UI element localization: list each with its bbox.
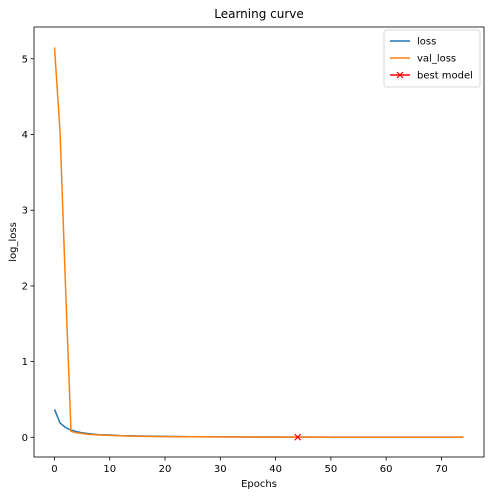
legend-box [383, 29, 481, 88]
y-tick-label: 0 [22, 433, 28, 444]
legend-label: best model [417, 71, 473, 82]
legend-item-val-loss: val_loss [390, 54, 456, 65]
y-tick-label: 4 [22, 130, 28, 141]
x-tick-label: 10 [103, 464, 116, 475]
chart-title: Learning curve [214, 7, 304, 21]
x-tick-label: 0 [51, 464, 57, 475]
y-tick-label: 3 [22, 206, 28, 217]
x-tick-label: 50 [325, 464, 338, 475]
best-model-marker [294, 433, 302, 441]
x-tick-label: 30 [214, 464, 227, 475]
legend-item-loss: loss [390, 37, 436, 48]
legend-item-best-model: best model [390, 71, 473, 82]
x-tick-label: 20 [159, 464, 172, 475]
legend-label: val_loss [417, 54, 456, 65]
x-tick-label: 40 [269, 464, 282, 475]
y-tick-label: 1 [22, 357, 28, 368]
axes-frame [33, 26, 485, 458]
x-tick-label: 70 [435, 464, 448, 475]
y-axis-label: log_loss [8, 222, 19, 262]
x-axis-label: Epochs [241, 479, 277, 490]
plot-area [53, 47, 464, 441]
val-loss-line [53, 47, 464, 438]
legend-label: loss [417, 37, 436, 48]
y-tick-label: 2 [22, 281, 28, 292]
y-tick-label: 5 [22, 54, 28, 65]
x-tick-label: 60 [380, 464, 393, 475]
legend-marker [396, 71, 404, 79]
